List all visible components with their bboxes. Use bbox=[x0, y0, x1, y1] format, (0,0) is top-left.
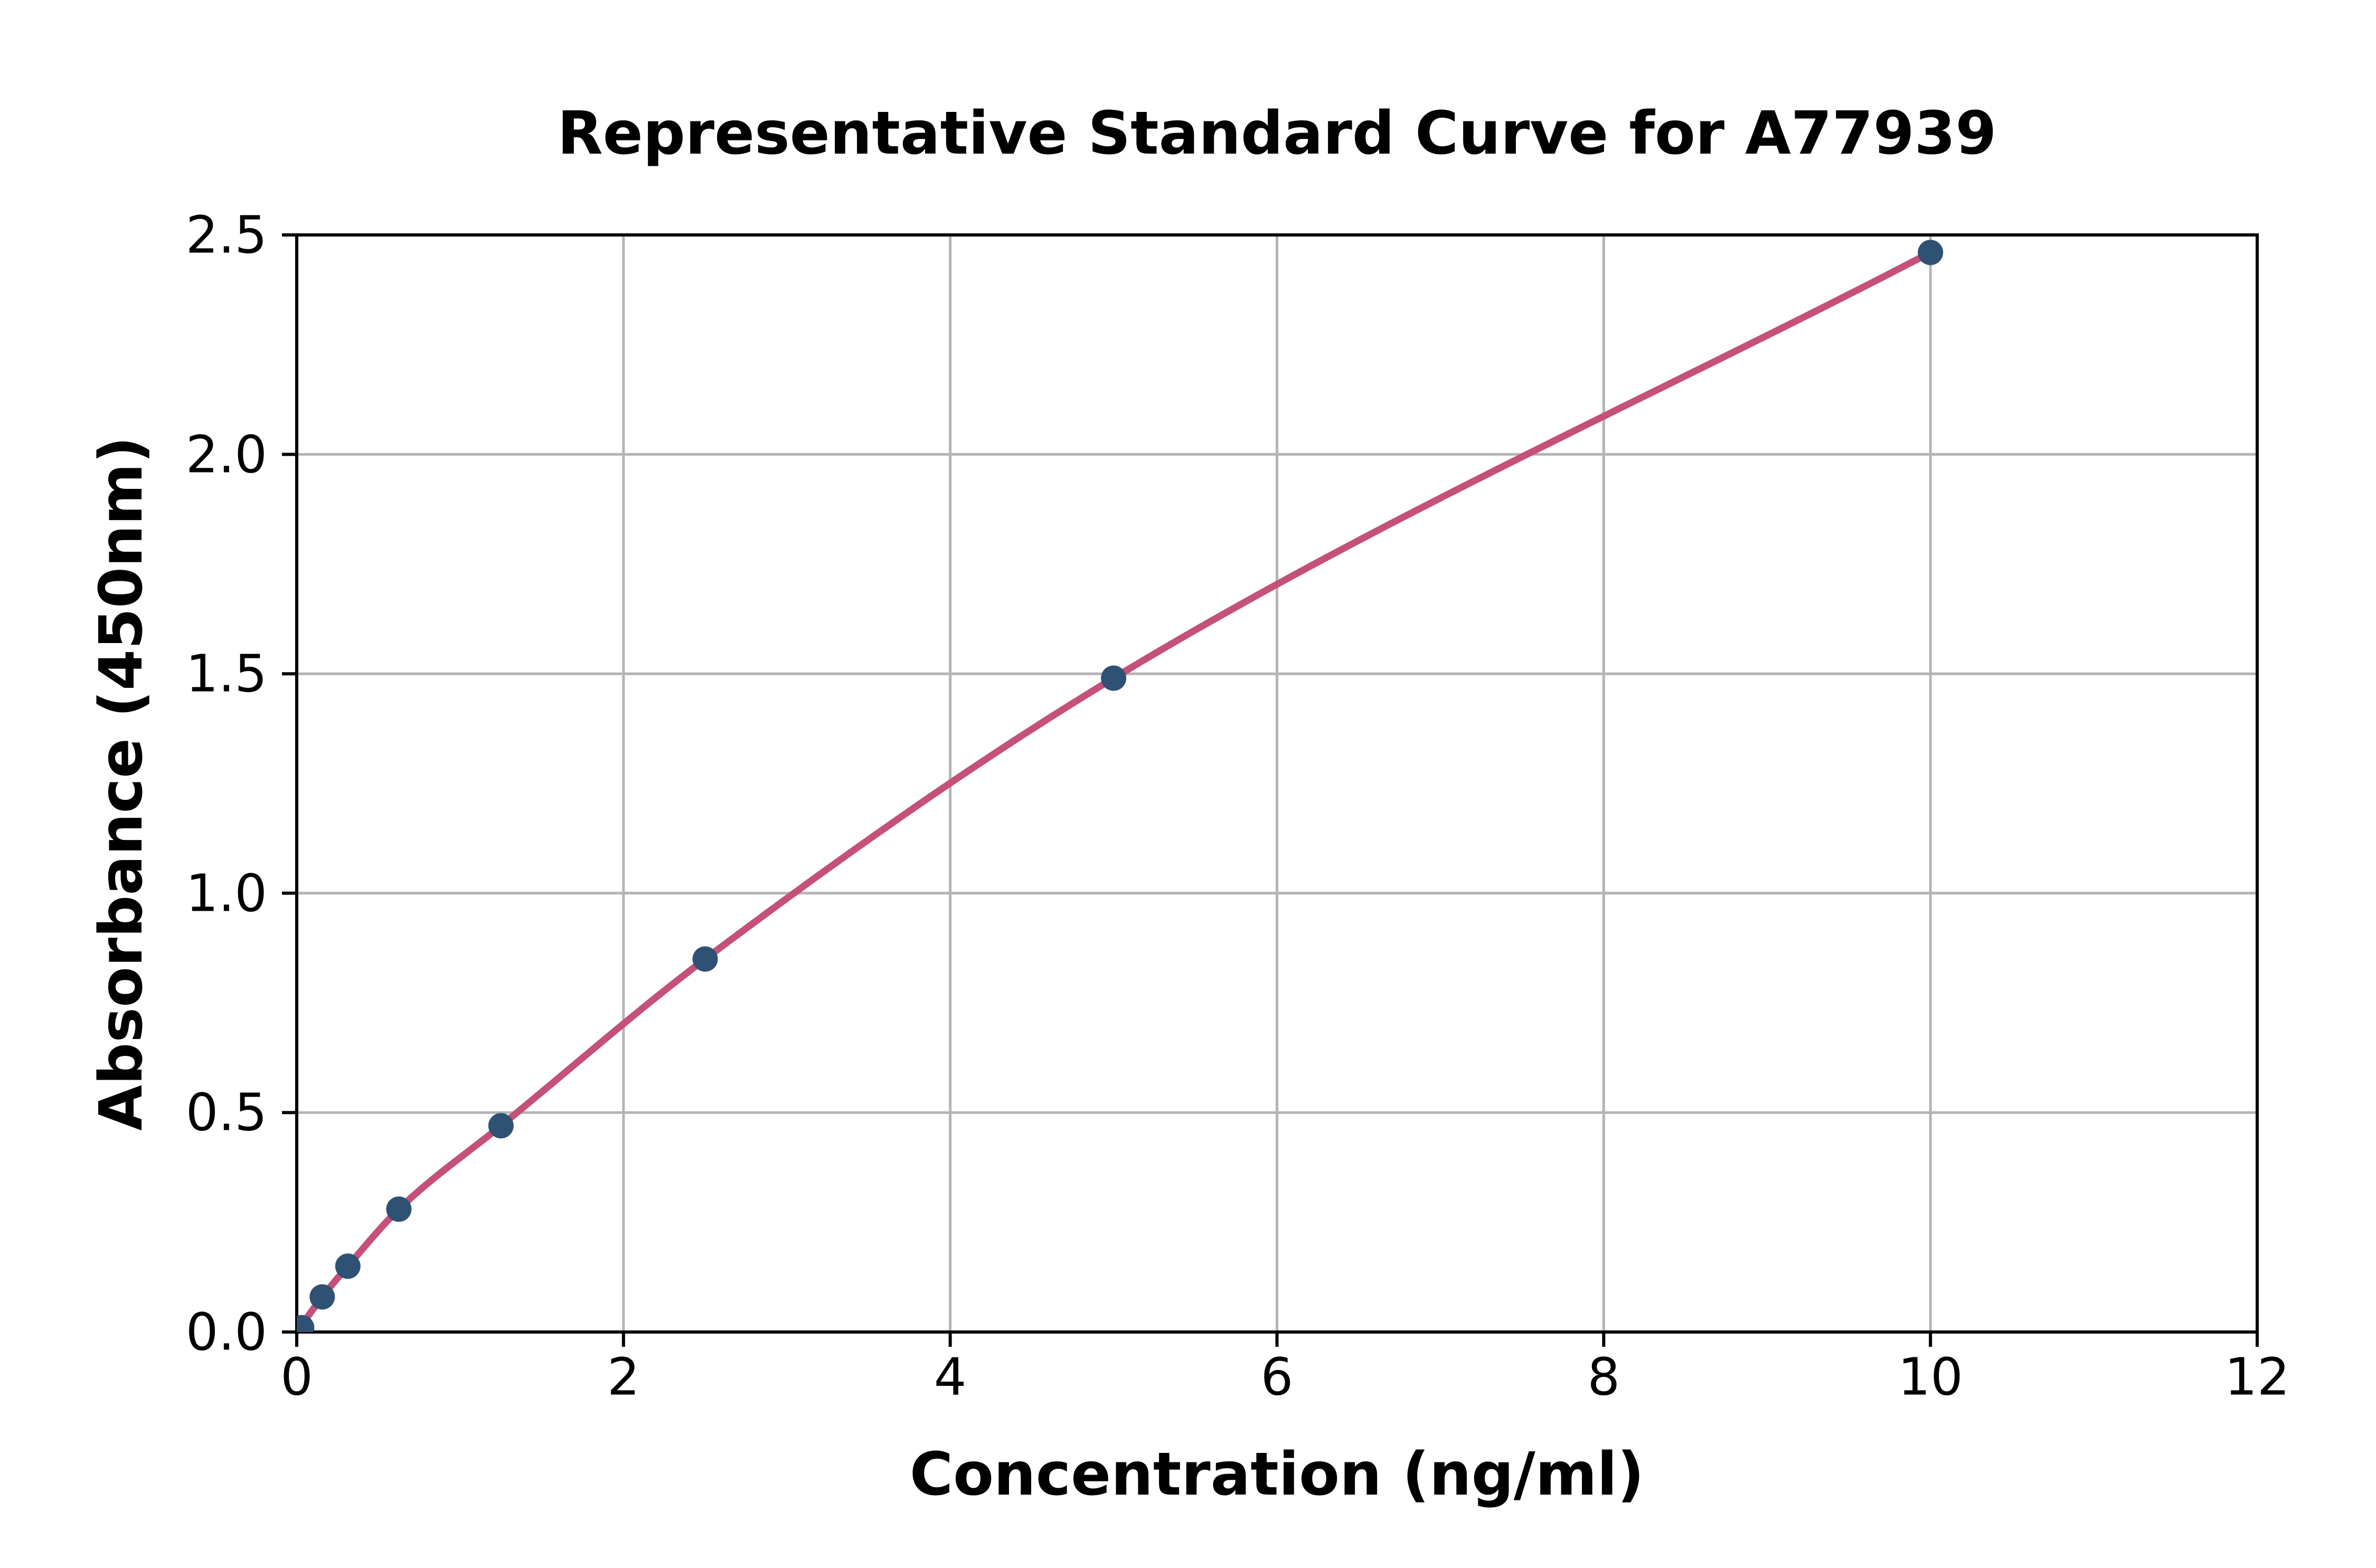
axis-ticks bbox=[282, 233, 2259, 1347]
data-point-marker bbox=[488, 1113, 514, 1139]
data-point-marker bbox=[335, 1253, 361, 1279]
fit-curve bbox=[297, 249, 1934, 1332]
standard-curve-line bbox=[297, 249, 1934, 1332]
y-tick-label: 1.0 bbox=[185, 863, 267, 923]
y-tick-label: 1.5 bbox=[185, 644, 267, 704]
data-point-marker bbox=[309, 1284, 335, 1310]
y-tick-label: 0.5 bbox=[185, 1082, 267, 1142]
data-point-marker bbox=[386, 1196, 412, 1222]
data-points bbox=[297, 240, 1944, 1332]
data-point-marker bbox=[1101, 665, 1127, 691]
gridlines bbox=[295, 233, 2259, 1334]
x-tick-label: 4 bbox=[934, 1347, 967, 1407]
x-tick-label: 2 bbox=[607, 1347, 640, 1407]
x-tick-label: 10 bbox=[1898, 1347, 1963, 1407]
x-tick-label: 8 bbox=[1587, 1347, 1620, 1407]
x-axis-label: Concentration (ng/ml) bbox=[909, 1440, 1645, 1509]
y-tick-label: 0.0 bbox=[185, 1302, 267, 1362]
y-tick-label: 2.0 bbox=[185, 424, 267, 485]
data-point-marker bbox=[692, 946, 718, 972]
x-tick-label: 0 bbox=[280, 1347, 313, 1407]
x-tick-label: 6 bbox=[1260, 1347, 1294, 1407]
y-tick-label: 2.5 bbox=[185, 205, 267, 265]
y-axis-label: Absorbance (450nm) bbox=[87, 436, 156, 1131]
data-point-marker bbox=[297, 1315, 315, 1332]
chart-title: Representative Standard Curve for A77939 bbox=[557, 99, 1997, 168]
x-tick-label: 12 bbox=[2224, 1347, 2290, 1407]
data-point-marker bbox=[1918, 240, 1944, 266]
